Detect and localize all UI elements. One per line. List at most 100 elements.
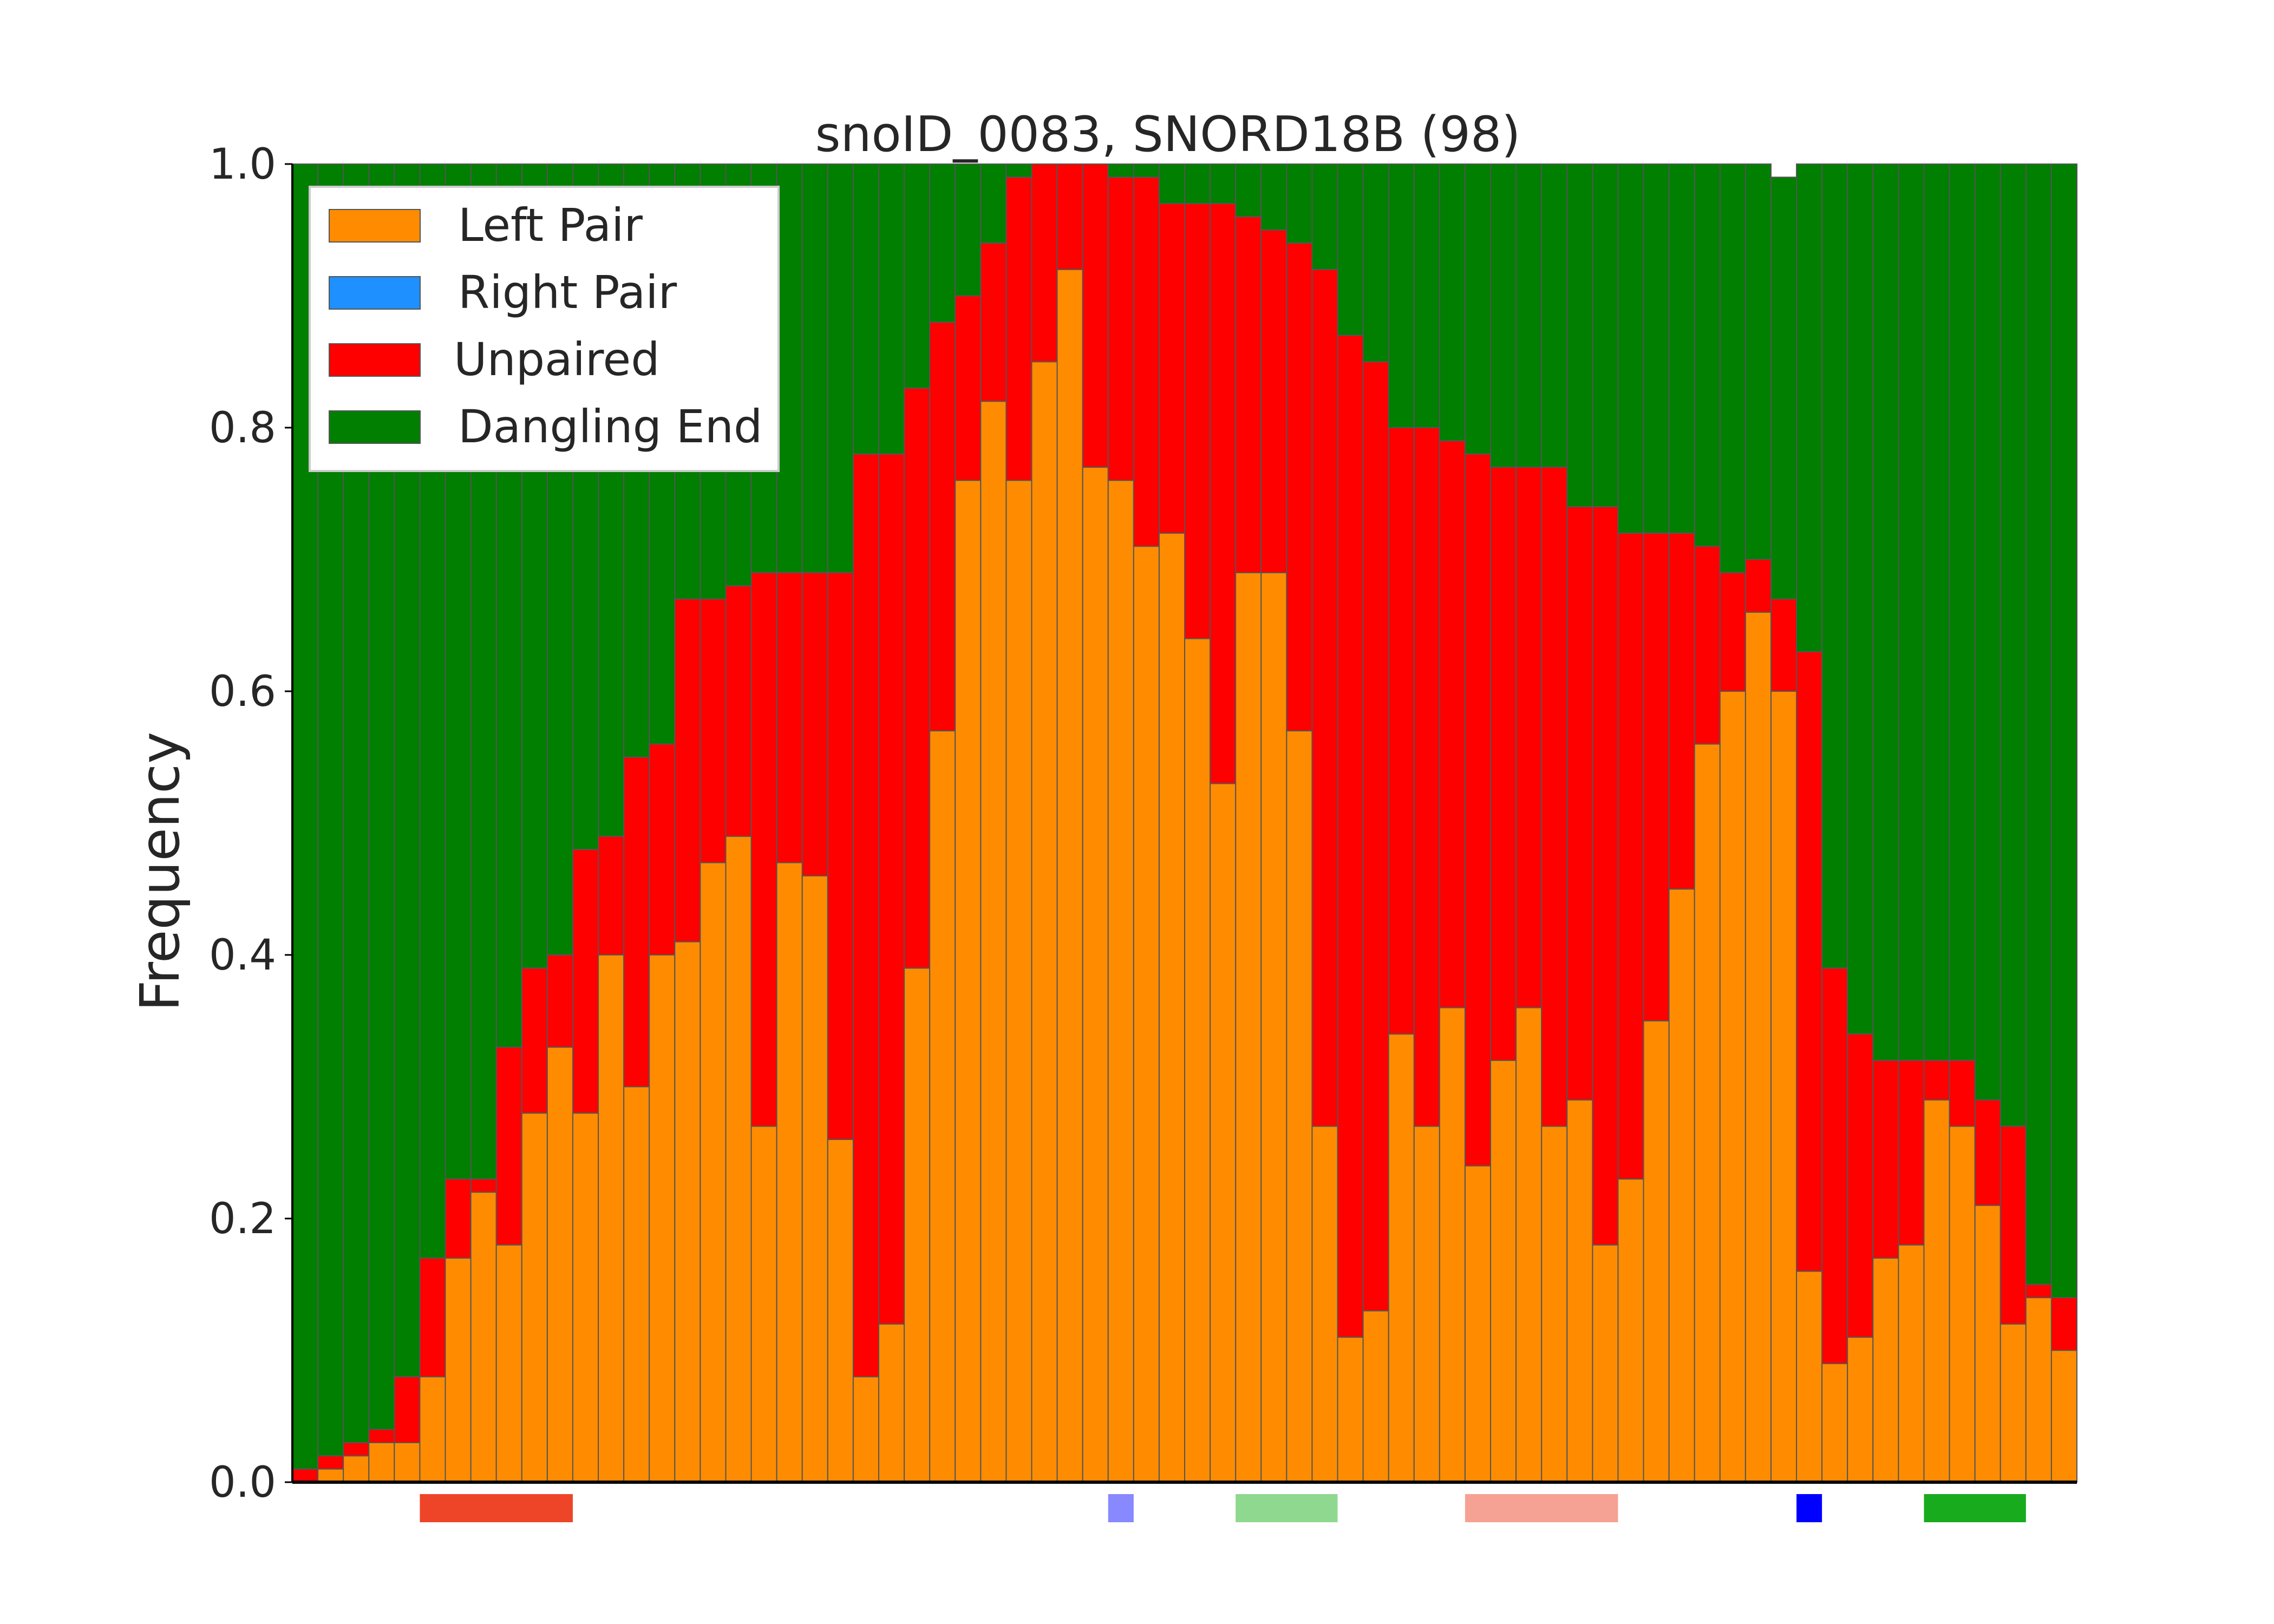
bar-segment-left-pair	[598, 954, 625, 1483]
bar-segment-left-pair	[852, 1376, 879, 1483]
bar-segment-unpaired	[1490, 467, 1517, 1061]
bar-segment-left-pair	[495, 1244, 522, 1483]
bar-segment-left-pair	[1923, 1099, 1950, 1483]
bar-segment-unpaired	[445, 1178, 472, 1259]
bar-segment-unpaired	[878, 453, 905, 1325]
bar-segment-left-pair	[394, 1442, 421, 1483]
bar-segment-unpaired	[623, 756, 650, 1088]
bar-segment-unpaired	[521, 967, 548, 1114]
bar-segment-dangling-end	[1337, 163, 1364, 336]
bar-segment-unpaired	[750, 572, 777, 1127]
bar-segment-left-pair	[1872, 1258, 1899, 1483]
bar-segment-dangling-end	[1770, 176, 1798, 600]
bar-segment-dangling-end	[1923, 163, 1950, 1061]
bar-segment-dangling-end	[1388, 163, 1415, 428]
bar-segment-dangling-end	[1694, 163, 1721, 547]
bar-segment-left-pair	[904, 967, 931, 1483]
bar-segment-unpaired	[1184, 203, 1211, 639]
bar-segment-unpaired	[1337, 335, 1364, 1338]
bar-segment-left-pair	[1744, 611, 1772, 1483]
bar-segment-unpaired	[2025, 1284, 2052, 1299]
bar-segment-dangling-end	[1439, 163, 1466, 442]
legend-label-right-pair: Right Pair	[458, 266, 677, 319]
bar-segment-dangling-end	[1872, 163, 1899, 1061]
y-axis: 0.0 0.2 0.4 0.6 0.8 1.0	[209, 140, 292, 1507]
bar-segment-dangling-end	[929, 163, 956, 323]
annotation-region-3	[1236, 1494, 1338, 1522]
legend-entry-unpaired: Unpaired	[329, 333, 660, 386]
legend-label-left-pair: Left Pair	[458, 199, 643, 252]
bar-segment-unpaired	[317, 1455, 344, 1470]
bar-segment-left-pair	[801, 875, 828, 1483]
bar-segment-dangling-end	[1566, 163, 1593, 508]
bar-segment-unpaired	[343, 1442, 370, 1457]
y-tick-label: 0.0	[209, 1458, 276, 1507]
bar-segment-left-pair	[1770, 691, 1798, 1483]
bar-segment-unpaired	[419, 1258, 446, 1378]
legend: Left Pair Right Pair Unpaired Dangling E…	[309, 186, 780, 472]
bar-segment-unpaired	[1439, 440, 1466, 1009]
bar-segment-left-pair	[1158, 532, 1186, 1483]
bar-segment-unpaired	[674, 598, 701, 942]
bar-segment-unpaired	[572, 849, 599, 1114]
y-tick-label: 0.4	[209, 931, 276, 980]
bar-segment-dangling-end	[1821, 163, 1848, 969]
bar-segment-left-pair	[929, 730, 956, 1483]
bar-segment-unpaired	[1286, 243, 1313, 732]
bar-segment-left-pair	[1031, 361, 1058, 1483]
bar-segment-dangling-end	[1464, 163, 1492, 455]
bar-segment-dangling-end	[1260, 163, 1288, 231]
bar-segment-unpaired	[1643, 532, 1670, 1021]
annotation-region-6	[1924, 1494, 2026, 1522]
bar-segment-left-pair	[572, 1112, 599, 1483]
bar-segment-unpaired	[1464, 453, 1492, 1167]
bar-segment-dangling-end	[1999, 163, 2027, 1127]
bar-segment-dangling-end	[1133, 163, 1160, 178]
bar-segment-unpaired	[1770, 598, 1798, 692]
bar-segment-unpaired	[1515, 467, 1543, 1009]
bar-segment-left-pair	[1566, 1099, 1593, 1483]
bar-segment-dangling-end	[1107, 163, 1134, 178]
bar-segment-left-pair	[1796, 1271, 1823, 1483]
bar-segment-unpaired	[955, 295, 982, 481]
annotation-region-1	[420, 1494, 573, 1522]
bar-segment-left-pair	[1464, 1165, 1492, 1483]
legend-label-unpaired: Unpaired	[454, 333, 660, 386]
bar-segment-left-pair	[445, 1258, 472, 1483]
bar-segment-left-pair	[521, 1112, 548, 1483]
bar-segment-left-pair	[827, 1138, 854, 1483]
bar-segment-unpaired	[1133, 176, 1160, 547]
bar-segment-dangling-end	[1184, 163, 1211, 205]
bar-segment-unpaired	[495, 1046, 522, 1246]
bar-segment-dangling-end	[1719, 163, 1746, 573]
bar-segment-left-pair	[1286, 730, 1313, 1483]
bar-segment-left-pair	[1974, 1204, 2001, 1483]
bar-segment-left-pair	[674, 941, 701, 1483]
bar-segment-dangling-end	[1362, 163, 1389, 363]
bar-segment-dangling-end	[1490, 163, 1517, 468]
bar-segment-dangling-end	[801, 163, 828, 573]
bar-segment-unpaired	[1235, 216, 1262, 573]
legend-entry-left-pair: Left Pair	[329, 199, 643, 252]
bar-segment-left-pair	[878, 1323, 905, 1483]
bar-segment-unpaired	[2050, 1297, 2078, 1351]
bar-segment-dangling-end	[1847, 163, 1874, 1035]
bar-segment-left-pair	[1005, 480, 1033, 1483]
bar-segment-unpaired	[980, 243, 1007, 402]
bar-segment-left-pair	[1056, 269, 1083, 1483]
bar-segment-left-pair	[1362, 1310, 1389, 1483]
bar-segment-left-pair	[1949, 1125, 1976, 1483]
bar-segment-dangling-end	[1235, 163, 1262, 218]
bar-segment-unpaired	[649, 743, 676, 956]
bar-segment-unpaired	[1592, 506, 1619, 1246]
bar-segment-left-pair	[1439, 1007, 1466, 1483]
bar-segment-unpaired	[1260, 229, 1288, 573]
bar-segment-unpaired	[1999, 1125, 2027, 1325]
bar-segment-unpaired	[1821, 967, 1848, 1364]
bar-segment-left-pair	[1643, 1020, 1670, 1483]
bar-segment-left-pair	[546, 1046, 573, 1483]
bar-segment-left-pair	[1847, 1337, 1874, 1483]
bar-segment-dangling-end	[1617, 163, 1644, 534]
annotation-track	[420, 1494, 2026, 1522]
bar-segment-unpaired	[546, 954, 573, 1048]
